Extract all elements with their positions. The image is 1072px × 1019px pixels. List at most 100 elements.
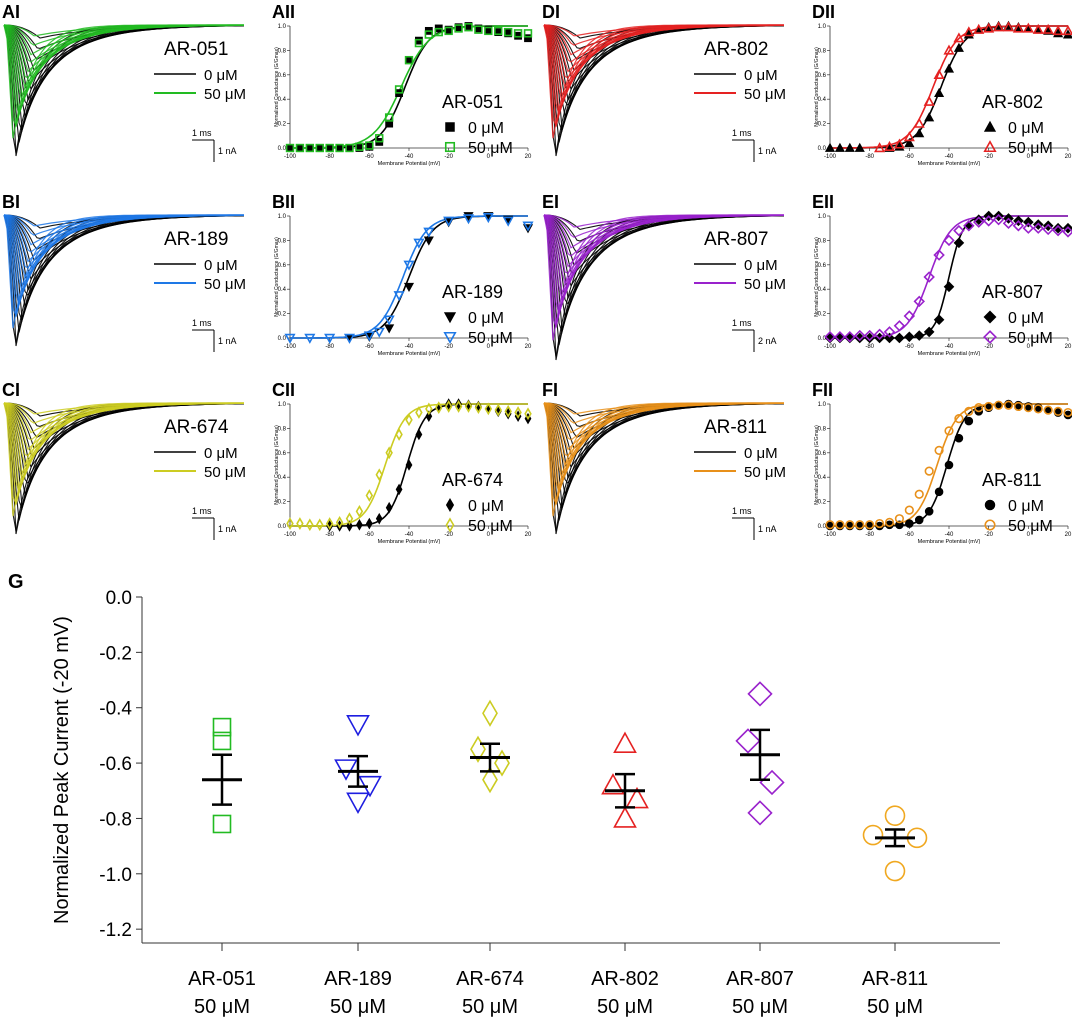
data-point-drug xyxy=(325,517,334,530)
g-x-tick-label: AR-802 xyxy=(591,968,659,990)
data-point-drug xyxy=(1063,407,1072,418)
gv-panel-label: BII xyxy=(272,192,295,212)
x-tick-label: -100 xyxy=(824,532,837,538)
drug-current-trace xyxy=(543,214,784,341)
gv-panel-F: FII -100 -80 -60 -40 -20 0 20 0.0 0.2 0.4 0.6 0.8 1.0… xyxy=(812,380,1072,545)
drug-current-trace xyxy=(3,214,244,329)
data-point-control xyxy=(944,460,954,470)
data-point-drug xyxy=(982,215,995,227)
g-x-tick-label-concentration: 50 μM xyxy=(867,996,923,1018)
data-point-drug xyxy=(316,518,324,532)
data-point-drug xyxy=(284,333,296,344)
data-point-control xyxy=(375,512,383,525)
y-tick-label: 0.0 xyxy=(818,336,827,342)
y-tick-label: 0.6 xyxy=(818,73,827,79)
data-point-control xyxy=(904,331,915,343)
g-y-axis-label: Normalized Peak Current (-20 mV) xyxy=(51,616,73,924)
g-data-point xyxy=(625,786,649,809)
panel-D: DI AR-802 0 μM 50 μM 1 ms 1 nA DII -100 -80 -60 -4… xyxy=(542,2,1072,167)
x-tick-label: -100 xyxy=(284,532,297,538)
data-point-control xyxy=(904,137,915,148)
legend-marker-control xyxy=(983,120,997,132)
gv-panel-label: DII xyxy=(812,2,835,22)
g-x-tick-label: AR-807 xyxy=(726,968,794,990)
data-point-control xyxy=(895,520,904,530)
x-tick-label: 0 xyxy=(1027,154,1031,160)
data-point-drug xyxy=(494,26,503,36)
g-x-tick-label: AR-811 xyxy=(862,968,928,990)
data-point-drug xyxy=(924,466,934,476)
y-tick-label: 0.6 xyxy=(818,451,827,457)
data-point-drug xyxy=(874,142,886,153)
data-point-control xyxy=(1023,216,1034,228)
legend-label-drug: 50 μM xyxy=(204,86,246,103)
data-point-drug xyxy=(385,446,393,460)
scale-time-label: 1 ms xyxy=(732,128,752,138)
y-tick-label: 0.4 xyxy=(818,97,827,103)
panel-B: BI AR-189 0 μM 50 μM 1 ms 1 nA BII -100 -80 -60 -4… xyxy=(2,192,534,357)
g-x-tick-label-concentration: 50 μM xyxy=(462,996,518,1018)
data-point-control xyxy=(964,416,974,426)
legend-marker-drug xyxy=(984,519,996,531)
x-axis-label: Membrane Potential (mV) xyxy=(378,161,441,167)
data-point-drug xyxy=(423,227,435,238)
gv-panel-label: AII xyxy=(272,2,295,22)
legend-label-control: 0 μM xyxy=(204,445,238,462)
trace-panel-label: EI xyxy=(542,192,559,212)
y-tick-label: 1.0 xyxy=(278,24,287,30)
data-point-drug xyxy=(474,401,483,415)
data-point-control xyxy=(346,520,353,532)
data-point-drug xyxy=(923,271,935,283)
data-point-drug xyxy=(973,216,985,228)
y-axis-label: Normalized Conductance (G/Gmax) xyxy=(274,425,280,505)
g-x-tick-label-concentration: 50 μM xyxy=(194,996,250,1018)
x-tick-label: 20 xyxy=(1065,532,1072,538)
data-point-control xyxy=(834,332,846,344)
y-tick-label: 0.4 xyxy=(818,475,827,481)
data-point-drug xyxy=(913,295,925,308)
gv-panel-C: CII -100 -80 -60 -40 -20 0 20 0.0 0.2 0.4 0.6 0.8 1.0… xyxy=(272,380,532,545)
data-point-drug xyxy=(424,30,434,39)
data-point-drug xyxy=(855,520,865,530)
y-axis-label: Normalized Conductance (G/Gmax) xyxy=(274,47,280,127)
panel-F: FI AR-811 0 μM 50 μM 1 ms 1 nA FII -100 -80 -60 -4… xyxy=(542,380,1072,545)
g-y-tick-label: -1.2 xyxy=(99,920,132,941)
y-axis-label: Normalized Conductance (G/Gmax) xyxy=(814,425,820,505)
data-point-drug xyxy=(984,401,994,412)
data-point-drug xyxy=(345,512,354,526)
y-tick-label: 0.2 xyxy=(818,122,827,128)
legend-label-control: 0 μM xyxy=(744,67,778,84)
x-tick-label: -20 xyxy=(984,532,993,538)
data-point-drug xyxy=(1022,22,1034,33)
data-point-drug xyxy=(524,407,532,421)
data-point-drug xyxy=(365,141,374,150)
data-point-drug xyxy=(462,214,475,225)
x-tick-label: -60 xyxy=(365,344,374,350)
legend-label-control: 0 μM xyxy=(744,445,778,462)
data-point-drug xyxy=(1043,405,1053,415)
data-point-drug xyxy=(934,445,944,455)
gv-panel-label: CII xyxy=(272,380,295,400)
data-point-drug xyxy=(913,117,925,128)
g-data-point xyxy=(862,824,884,846)
data-point-control xyxy=(844,142,855,152)
legend-marker-drug xyxy=(445,517,455,533)
x-tick-label: 0 xyxy=(487,344,491,350)
data-point-drug xyxy=(1012,22,1024,33)
scale-current-label: 1 nA xyxy=(218,524,237,534)
legend-marker-drug xyxy=(444,141,456,153)
x-tick-label: -60 xyxy=(365,532,374,538)
data-point-drug xyxy=(883,140,896,151)
gv-panel-label: EII xyxy=(812,192,834,212)
gv-legend-compound: AR-811 xyxy=(982,470,1042,490)
y-tick-label: 0.0 xyxy=(278,146,287,152)
x-tick-label: 0 xyxy=(1027,344,1031,350)
legend-label-drug: 50 μM xyxy=(468,140,513,157)
g-y-tick-label: 0.0 xyxy=(106,588,132,609)
data-point-drug xyxy=(355,504,364,518)
data-point-drug xyxy=(405,413,413,427)
panel-A: AI AR-051 0 μM 50 μM 1 ms 1 nA AII -100 -80 -60 -4… xyxy=(2,2,533,167)
x-tick-label: -20 xyxy=(444,154,453,160)
data-point-drug xyxy=(1012,220,1025,232)
y-tick-label: 0.4 xyxy=(818,287,827,293)
